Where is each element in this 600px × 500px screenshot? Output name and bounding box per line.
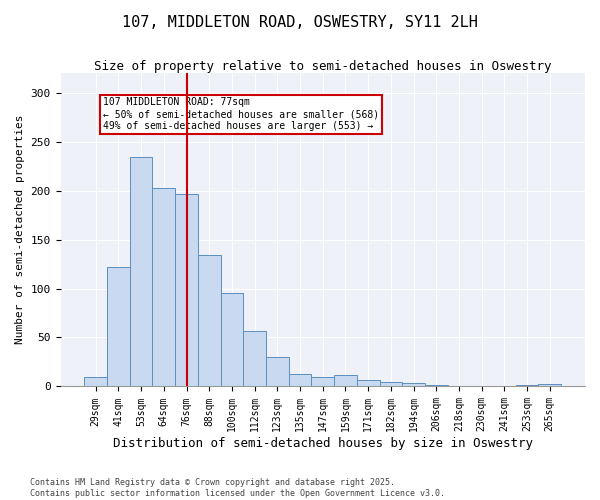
Bar [85, 376, 107, 386]
Text: Contains HM Land Registry data © Crown copyright and database right 2025.
Contai: Contains HM Land Registry data © Crown c… [30, 478, 445, 498]
Bar [380, 382, 402, 386]
Title: Size of property relative to semi-detached houses in Oswestry: Size of property relative to semi-detach… [94, 60, 551, 73]
Bar [402, 382, 425, 386]
Bar [334, 374, 357, 386]
Text: 107, MIDDLETON ROAD, OSWESTRY, SY11 2LH: 107, MIDDLETON ROAD, OSWESTRY, SY11 2LH [122, 15, 478, 30]
Bar [538, 384, 561, 386]
Bar [266, 357, 289, 386]
Bar [152, 188, 175, 386]
Bar [311, 376, 334, 386]
Y-axis label: Number of semi-detached properties: Number of semi-detached properties [15, 115, 25, 344]
Bar [198, 255, 221, 386]
Bar [107, 267, 130, 386]
Bar [221, 294, 243, 386]
X-axis label: Distribution of semi-detached houses by size in Oswestry: Distribution of semi-detached houses by … [113, 437, 533, 450]
Bar [130, 157, 152, 386]
Bar [243, 330, 266, 386]
Text: 107 MIDDLETON ROAD: 77sqm
← 50% of semi-detached houses are smaller (568)
49% of: 107 MIDDLETON ROAD: 77sqm ← 50% of semi-… [103, 98, 379, 130]
Bar [357, 380, 380, 386]
Bar [175, 194, 198, 386]
Bar [289, 374, 311, 386]
